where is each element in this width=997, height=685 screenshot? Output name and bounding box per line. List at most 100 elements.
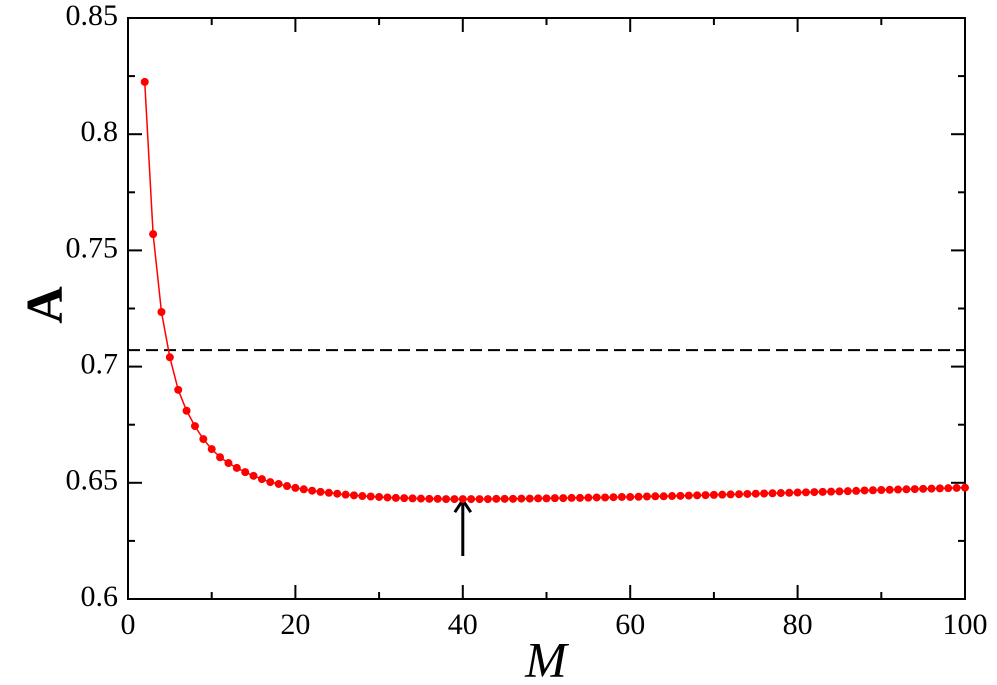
y-tick-label: 0.6 [81,580,119,613]
data-point [408,494,417,503]
y-tick-label: 0.75 [66,231,119,264]
data-point [868,486,877,495]
data-point [182,406,191,415]
data-point [827,487,836,496]
data-point [961,483,969,492]
data-point [718,490,727,499]
data-point [475,495,484,504]
data-point [617,492,626,501]
data-point [768,489,777,498]
data-point [324,488,333,497]
data-point [140,77,149,86]
data-point [391,493,400,502]
data-point [416,494,425,503]
data-point [224,459,233,468]
data-point [525,494,534,503]
data-point [467,495,476,504]
data-point [266,478,275,487]
data-point [257,475,266,484]
data-point [684,491,693,500]
data-point [910,485,919,494]
data-point [634,492,643,501]
data-point [559,494,568,503]
data-point [341,490,350,499]
data-point [567,493,576,502]
data-point [676,491,685,500]
data-point [157,307,166,316]
data-point [894,485,903,494]
data-point [885,485,894,494]
data-point [458,495,467,504]
data-point [542,494,551,503]
data-point [333,489,342,498]
data-point [492,494,501,503]
data-point [735,490,744,499]
data-point [584,493,593,502]
data-point [375,492,384,501]
data-point [232,463,241,472]
data-point [383,493,392,502]
data-point [801,488,810,497]
data-point [174,385,183,394]
data-point [400,494,409,503]
data-point [216,453,225,462]
data-point [642,492,651,501]
data-point [709,490,718,499]
series-line [143,81,966,500]
y-tick-label: 0.7 [81,347,119,380]
data-point [860,486,869,495]
data-point [877,486,886,495]
data-point [944,484,953,493]
data-point [601,493,610,502]
data-point [810,488,819,497]
data-point [785,488,794,497]
data-point [776,489,785,498]
data-point [249,471,258,480]
data-point [442,495,451,504]
data-point [651,492,660,501]
data-point [274,479,283,488]
data-point [165,353,174,362]
data-point [517,494,526,503]
x-tick-label: 60 [615,608,645,641]
data-point [316,487,325,496]
data-point [550,494,559,503]
x-tick-label: 0 [121,608,136,641]
x-tick-label: 80 [783,608,813,641]
data-point [500,494,509,503]
data-point [308,486,317,495]
data-point [843,487,852,496]
data-point [534,494,543,503]
data-point [726,490,735,499]
data-point [207,445,216,454]
data-point [743,489,752,498]
data-point [199,435,208,444]
data-point [366,492,375,501]
data-point [927,484,936,493]
data-point [425,494,434,503]
data-point [609,493,618,502]
data-point [299,485,308,494]
data-point [760,489,769,498]
data-point [450,495,459,504]
data-point [659,492,668,501]
data-point [241,468,250,477]
data-point [358,492,367,501]
data-point [818,487,827,496]
data-point [793,488,802,497]
data-point [433,494,442,503]
data-point [952,483,961,492]
y-tick-label: 0.85 [66,0,119,32]
y-axis-label: A [17,286,74,324]
y-tick-label: 0.65 [66,464,119,497]
data-point [349,491,358,500]
plot-frame [127,17,966,600]
x-axis-label: M [524,631,569,685]
data-point [190,422,199,431]
data-point [751,489,760,498]
y-tick-label: 0.8 [81,115,119,148]
data-point [693,491,702,500]
data-point [668,492,677,501]
data-point [919,484,928,493]
